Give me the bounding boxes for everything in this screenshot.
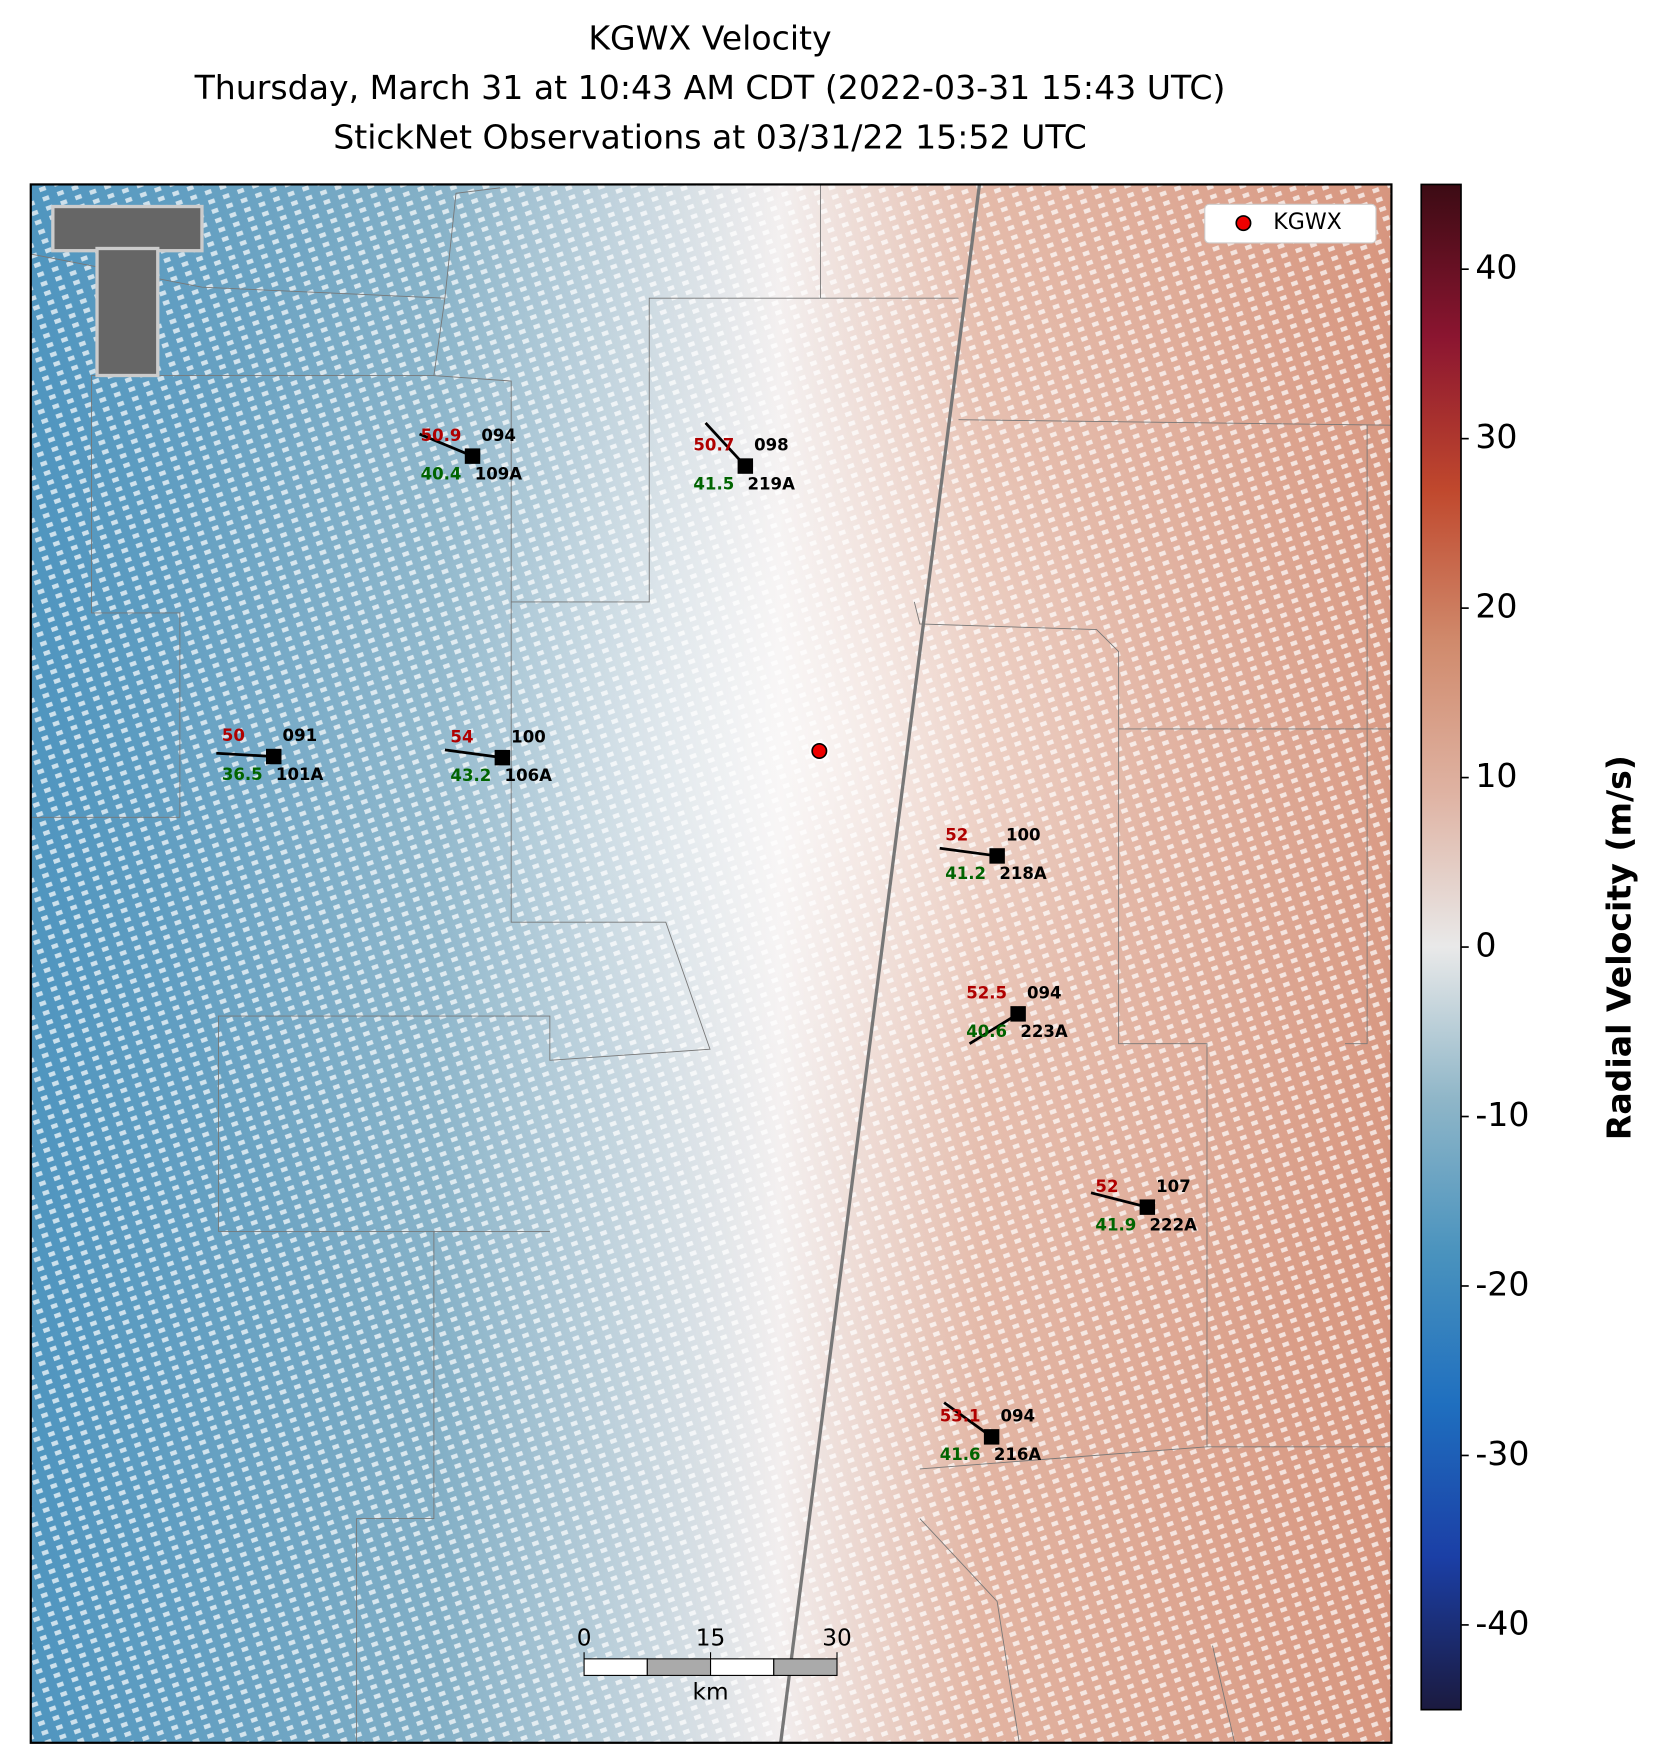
station: 53.1 094 41.6 216A [940,1401,1042,1464]
station-id: 222A [1150,1215,1198,1234]
station-marker [1010,1006,1026,1022]
station-pressure: 100 [1006,826,1041,845]
station: 50.7 098 41.5 219A [693,422,796,493]
colorbar: Radial Velocity (m/s) -40 -30 -20 -10 0 10 20 3… [1420,183,1639,1711]
station-id: 218A [999,864,1047,883]
colorbar-ramp [1420,183,1462,1711]
station-id: 223A [1020,1022,1068,1041]
station-pressure: 094 [1027,983,1062,1002]
scale-segment [709,1658,775,1676]
wind-barb [418,432,474,458]
wind-barb [444,748,503,760]
colorbar-tick-label: 40 [1475,248,1517,287]
title: KGWX Velocity Thursday, March 31 at 10:4… [194,18,1226,156]
station-id: 109A [475,464,523,483]
station-dewpoint: 43.2 [450,766,491,785]
wind-barb [939,846,998,858]
station-id: 216A [994,1445,1042,1464]
station-marker [266,748,282,765]
station: 52 100 41.2 218A [939,826,1047,883]
scale-bar: 0 15 30 km [577,1624,852,1705]
logo [51,204,204,378]
station-dewpoint: 36.5 [222,765,263,784]
wind-barb [216,751,274,758]
station: 52.5 094 40.6 223A [966,983,1068,1045]
colorbar-tick-label: -30 [1475,1434,1529,1473]
station-temp: 52.5 [966,983,1007,1002]
colorbar-tick-label: -20 [1475,1264,1529,1303]
colorbar-tick-label: 10 [1475,756,1517,795]
wind-barb [1090,1191,1148,1209]
station-dewpoint: 41.9 [1095,1215,1136,1234]
station: 52 107 41.9 222A [1090,1177,1198,1234]
station-dewpoint: 40.4 [421,464,462,483]
colorbar-tick-label: 30 [1475,417,1517,456]
station-pressure: 094 [1000,1406,1035,1425]
scale-unit: km [693,1679,729,1706]
station: 50 091 36.5 101A [216,726,323,784]
station-marker [494,749,511,766]
wind-barb [968,1012,1019,1045]
station-temp: 52 [1095,1177,1118,1196]
radar-site [811,743,828,760]
scale-tick-label: 0 [577,1624,592,1651]
wind-barb [943,1401,993,1438]
title-line: Thursday, March 31 at 10:43 AM CDT (2022… [194,68,1226,107]
station: 50.9 094 40.4 109A [418,426,523,483]
scale-tick-label: 30 [822,1624,852,1651]
legend-marker [1235,215,1252,232]
station-marker [737,458,754,474]
station-dewpoint: 41.2 [945,864,986,883]
velocity-center [30,184,1392,1743]
station-id: 219A [748,474,796,493]
scale-segment [773,1658,838,1676]
scale-segment [583,1658,648,1676]
colorbar-tick-label: 20 [1475,587,1517,626]
legend: KGWX [1204,203,1377,244]
station-temp: 50.7 [693,436,734,455]
scale-tick-label: 15 [696,1624,726,1651]
station-marker [989,848,1005,864]
title-line: KGWX Velocity [588,18,831,57]
colorbar-tick-label: -10 [1475,1095,1529,1134]
railway [779,184,982,1744]
station-id: 101A [276,765,324,784]
station-pressure: 098 [754,436,789,455]
station-marker [983,1429,1000,1445]
station-temp: 53.1 [940,1406,981,1425]
station-temp: 50.9 [421,426,462,445]
map: KGWX 0 15 30 km 50.9 094 40.4 109A 50.7 098 41.5 2… [29,183,1393,1744]
station: 54 100 43.2 106A [444,727,553,785]
station-marker [1139,1199,1156,1215]
station-dewpoint: 41.6 [940,1445,981,1464]
colorbar-tick-label: 0 [1475,926,1496,965]
station-id: 106A [505,766,553,785]
legend-label: KGWX [1273,210,1342,235]
station-temp: 54 [450,727,473,746]
county-lines [30,184,1392,1743]
colorbar-label: Radial Velocity (m/s) [1600,755,1639,1140]
scale-segment [646,1658,712,1676]
map-frame [29,183,1393,1744]
station-dewpoint: 41.5 [693,474,734,493]
station-pressure: 091 [283,726,318,745]
station-pressure: 107 [1156,1177,1191,1196]
legend-box [1204,203,1377,244]
stations: 50.9 094 40.4 109A 50.7 098 41.5 219A 50 091 36.5 1… [216,422,1198,1464]
station-pressure: 094 [481,426,516,445]
station-temp: 50 [222,726,245,745]
colorbar-tick-label: -40 [1475,1603,1529,1642]
station-pressure: 100 [511,727,546,746]
title-line: StickNet Observations at 03/31/22 15:52 … [333,118,1087,157]
station-marker [464,448,481,464]
station-temp: 52 [945,826,968,845]
station-dewpoint: 40.6 [966,1022,1007,1041]
